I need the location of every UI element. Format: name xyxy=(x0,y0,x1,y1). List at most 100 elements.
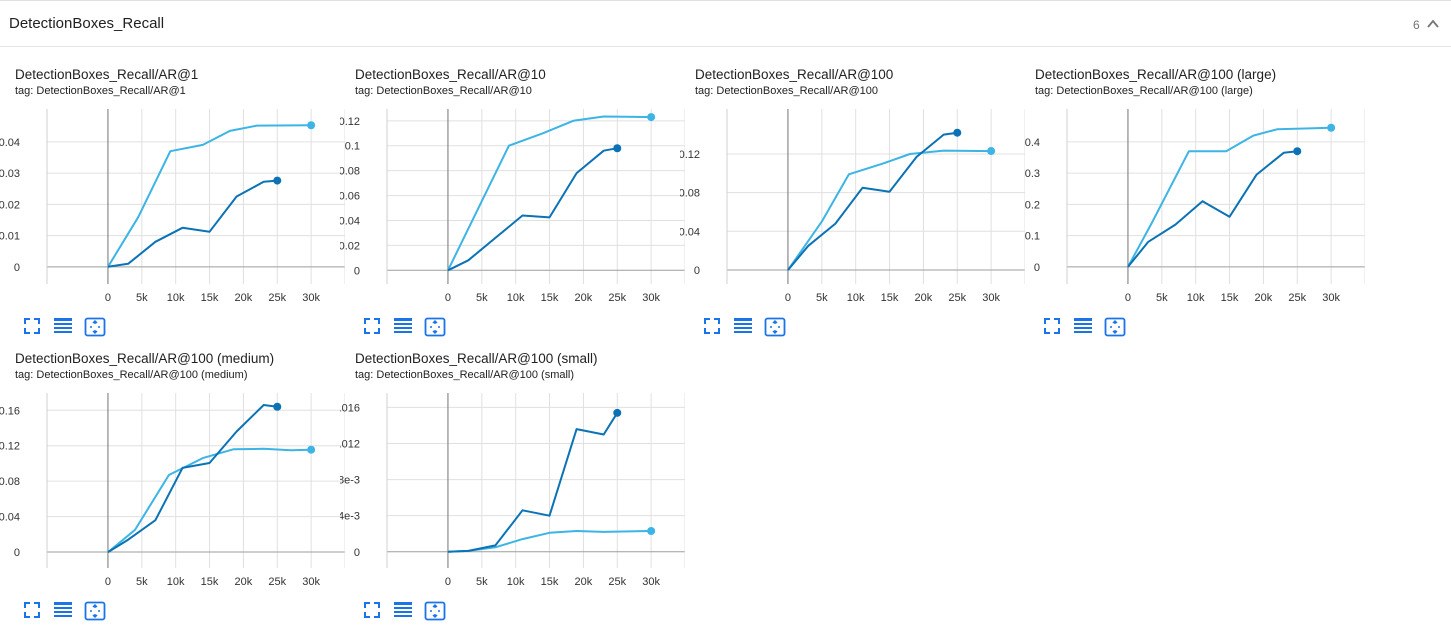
line-chart[interactable]: 0 5k 10k 15k 20k 25k 30k 0 0.01 0.02 0.03 0.04 xyxy=(0,99,345,309)
chart-tag: tag: DetectionBoxes_Recall/AR@100 (large… xyxy=(1035,85,1253,97)
fit-domain-icon[interactable] xyxy=(1104,317,1126,337)
series-line xyxy=(107,179,278,268)
y-tick-label: 0.03 xyxy=(0,168,20,180)
y-tick-label: 0 xyxy=(694,265,700,277)
y-tick-label: 0.1 xyxy=(1025,231,1040,243)
y-tick-label: 0.2 xyxy=(1025,199,1040,211)
y-tick-label: 0.02 xyxy=(0,199,20,211)
x-tick-label: 15k xyxy=(881,292,899,304)
x-tick-label: 25k xyxy=(948,292,966,304)
fit-domain-icon[interactable] xyxy=(84,317,106,337)
x-tick-label: 0 xyxy=(445,292,451,304)
fullscreen-icon[interactable] xyxy=(23,601,43,621)
x-tick-label: 0 xyxy=(105,292,111,304)
x-tick-label: 20k xyxy=(235,292,253,304)
line-chart[interactable]: 0 5k 10k 15k 20k 25k 30k 0 4e-3 8e-3 0.012 0.016 xyxy=(340,383,685,593)
x-tick-label: 20k xyxy=(915,292,933,304)
chart-card: DetectionBoxes_Recall/AR@1 tag: Detection… xyxy=(0,67,345,351)
x-tick-label: 10k xyxy=(1187,292,1205,304)
x-tick-label: 25k xyxy=(268,576,286,588)
chart-card: DetectionBoxes_Recall/AR@100 (large) tag:… xyxy=(1020,67,1365,351)
group-header[interactable]: DetectionBoxes_Recall 6 xyxy=(0,1,1451,47)
chart-tag: tag: DetectionBoxes_Recall/AR@100 xyxy=(695,85,878,97)
data-table-icon[interactable] xyxy=(393,601,413,621)
y-tick-label: 4e-3 xyxy=(340,511,360,523)
series-line xyxy=(447,147,618,272)
x-tick-label: 15k xyxy=(541,292,559,304)
fit-domain-icon[interactable] xyxy=(424,317,446,337)
chart-tag: tag: DetectionBoxes_Recall/AR@1 xyxy=(15,85,186,97)
x-tick-label: 15k xyxy=(201,292,219,304)
x-tick-label: 20k xyxy=(1255,292,1273,304)
chart-card: DetectionBoxes_Recall/AR@100 (medium) tag… xyxy=(0,351,345,635)
y-tick-label: 0.04 xyxy=(340,215,360,227)
series-endpoint xyxy=(953,128,962,137)
group-title: DetectionBoxes_Recall xyxy=(9,15,165,32)
x-tick-label: 15k xyxy=(1221,292,1239,304)
x-tick-label: 20k xyxy=(575,292,593,304)
data-table-icon[interactable] xyxy=(393,317,413,337)
x-tick-label: 20k xyxy=(235,576,253,588)
line-chart[interactable]: 0 5k 10k 15k 20k 25k 30k 0 0.02 0.04 0.06 0.08 0.1 0.… xyxy=(340,99,685,309)
data-table-icon[interactable] xyxy=(1073,317,1093,337)
x-tick-label: 0 xyxy=(785,292,791,304)
chart-title: DetectionBoxes_Recall/AR@100 (large) xyxy=(1035,67,1277,82)
series-line xyxy=(107,404,278,553)
x-tick-label: 0 xyxy=(1125,292,1131,304)
x-tick-label: 0 xyxy=(445,576,451,588)
data-table-icon[interactable] xyxy=(53,601,73,621)
x-tick-label: 10k xyxy=(847,292,865,304)
x-tick-label: 20k xyxy=(575,576,593,588)
fullscreen-icon[interactable] xyxy=(703,317,723,337)
chevron-up-icon[interactable] xyxy=(1426,17,1440,31)
chart-title: DetectionBoxes_Recall/AR@100 xyxy=(695,67,894,82)
fullscreen-icon[interactable] xyxy=(23,317,43,337)
chart-card: DetectionBoxes_Recall/AR@10 tag: Detectio… xyxy=(340,67,685,351)
x-tick-label: 30k xyxy=(302,576,320,588)
y-tick-label: 0 xyxy=(14,262,20,274)
series-endpoint xyxy=(1293,147,1302,156)
chart-title: DetectionBoxes_Recall/AR@10 xyxy=(355,67,546,82)
chart-card: DetectionBoxes_Recall/AR@100 (small) tag:… xyxy=(340,351,685,635)
data-table-icon[interactable] xyxy=(53,317,73,337)
top-divider xyxy=(0,0,1451,1)
y-tick-label: 0.08 xyxy=(340,166,360,178)
x-tick-label: 30k xyxy=(1322,292,1340,304)
x-tick-label: 30k xyxy=(642,576,660,588)
y-tick-label: 0.012 xyxy=(340,439,360,451)
series-line xyxy=(107,124,312,268)
x-tick-label: 15k xyxy=(201,576,219,588)
line-chart[interactable]: 0 5k 10k 15k 20k 25k 30k 0 0.04 0.08 0.12 xyxy=(680,99,1025,309)
chart-title: DetectionBoxes_Recall/AR@1 xyxy=(15,67,199,82)
x-tick-label: 30k xyxy=(302,292,320,304)
fullscreen-icon[interactable] xyxy=(363,601,383,621)
x-tick-label: 0 xyxy=(105,576,111,588)
x-tick-label: 25k xyxy=(608,576,626,588)
y-tick-label: 8e-3 xyxy=(340,475,360,487)
line-chart[interactable]: 0 5k 10k 15k 20k 25k 30k 0 0.04 0.08 0.12 0.16 xyxy=(0,383,345,593)
series-endpoint xyxy=(307,121,316,130)
fit-domain-icon[interactable] xyxy=(424,601,446,621)
data-table-icon[interactable] xyxy=(733,317,753,337)
y-tick-label: 0.04 xyxy=(0,137,20,149)
x-tick-label: 10k xyxy=(507,292,525,304)
series-line xyxy=(447,412,619,553)
series-endpoint xyxy=(273,176,282,185)
y-tick-label: 0.04 xyxy=(0,512,20,524)
fit-domain-icon[interactable] xyxy=(764,317,786,337)
line-chart[interactable]: 0 5k 10k 15k 20k 25k 30k 0 0.1 0.2 0.3 0.4 xyxy=(1020,99,1365,309)
x-tick-label: 10k xyxy=(167,292,185,304)
series-line xyxy=(787,131,958,271)
series-line xyxy=(447,115,652,271)
y-tick-label: 0 xyxy=(354,265,360,277)
x-tick-label: 5k xyxy=(476,292,488,304)
y-tick-label: 0.12 xyxy=(680,149,700,161)
fit-domain-icon[interactable] xyxy=(84,601,106,621)
x-tick-label: 25k xyxy=(1288,292,1306,304)
series-endpoint xyxy=(1327,123,1336,132)
x-tick-label: 25k xyxy=(608,292,626,304)
fullscreen-icon[interactable] xyxy=(1043,317,1063,337)
y-tick-label: 0.12 xyxy=(340,116,360,128)
x-tick-label: 25k xyxy=(268,292,286,304)
fullscreen-icon[interactable] xyxy=(363,317,383,337)
